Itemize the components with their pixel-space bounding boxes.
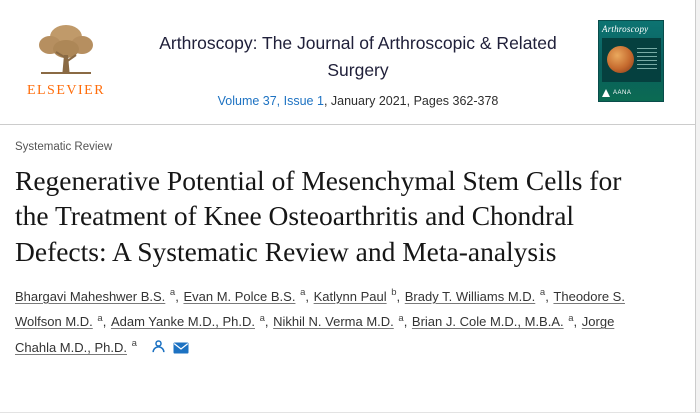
author-separator: , — [305, 288, 313, 304]
article-title: Regenerative Potential of Mesenchymal St… — [15, 165, 622, 267]
journal-heading-block: Arthroscopy: The Journal of Arthroscopic… — [118, 20, 598, 108]
author-name: Adam Yanke M.D., Ph.D. — [110, 314, 255, 330]
author-actions — [147, 339, 190, 355]
elsevier-wordmark: ELSEVIER — [26, 83, 106, 98]
person-icon[interactable] — [151, 339, 166, 354]
volume-issue-link[interactable]: Volume 37, Issue 1 — [217, 94, 324, 109]
author-affiliation-sup: a — [259, 312, 265, 324]
author-name: Bhargavi Maheshwer B.S. — [15, 288, 166, 304]
journal-title[interactable]: Arthroscopy: The Journal of Arthroscopic… — [159, 33, 557, 81]
author-link[interactable]: Brian J. Cole M.D., M.B.A. a, — [411, 312, 582, 330]
elsevier-logo[interactable]: ELSEVIER — [14, 20, 118, 99]
author-name: Katlynn Paul — [313, 288, 387, 304]
author-affiliation-sup: a — [398, 312, 404, 324]
author-link[interactable]: Brady T. Williams M.D. a, — [404, 287, 554, 304]
author-link[interactable]: Katlynn Paul b, — [313, 287, 405, 304]
aana-logo-icon — [602, 89, 610, 97]
article-content: Systematic Review Regenerative Potential… — [0, 125, 700, 360]
author-separator: , — [573, 314, 581, 330]
author-link[interactable]: Jorge Chahla M.D., Ph.D. a — [15, 314, 614, 354]
window-scrollbar-gutter[interactable] — [695, 0, 700, 413]
author-name: Theodore S. Wolfson M.D. — [15, 288, 625, 330]
author-name: Evan M. Polce B.S. — [183, 288, 296, 304]
author-affiliation-sup: a — [97, 312, 103, 324]
article-category: Systematic Review — [15, 141, 113, 154]
cover-photo — [607, 46, 634, 73]
author-link[interactable]: Nikhil N. Verma M.D. a, — [273, 312, 412, 330]
author-separator: , — [102, 314, 110, 330]
cover-publisher: AANA — [602, 87, 661, 99]
cover-block: Arthroscopy AANA — [598, 20, 668, 102]
header-divider — [0, 124, 700, 126]
envelope-icon[interactable] — [173, 342, 189, 354]
author-link[interactable]: Theodore S. Wolfson M.D. a, — [15, 289, 625, 329]
author-affiliation-sup: a — [539, 287, 546, 299]
author-name: Brian J. Cole M.D., M.B.A. — [411, 314, 564, 330]
author-link[interactable]: Adam Yanke M.D., Ph.D. a, — [110, 312, 273, 330]
author-separator: , — [264, 314, 273, 330]
elsevier-tree-icon — [39, 25, 93, 74]
author-affiliation-sup: b — [391, 287, 397, 299]
author-affiliation-sup: a — [300, 287, 306, 299]
cover-art — [602, 38, 661, 82]
author-separator: , — [403, 314, 411, 330]
author-separator: , — [545, 288, 553, 304]
issue-line: Volume 37, Issue 1, January 2021, Pages … — [118, 94, 598, 108]
author-affiliation-sup: a — [568, 312, 574, 324]
journal-cover[interactable]: Arthroscopy AANA — [598, 20, 664, 102]
author-link[interactable]: Evan M. Polce B.S. a, — [183, 287, 313, 304]
author-affiliation-sup: a — [131, 338, 137, 350]
author-name: Nikhil N. Verma M.D. — [273, 314, 394, 330]
author-separator: , — [175, 288, 183, 304]
journal-banner: ELSEVIER Arthroscopy: The Journal of Art… — [0, 0, 700, 108]
author-separator: , — [396, 288, 404, 304]
aana-label: AANA — [613, 90, 632, 96]
author-list: Bhargavi Maheshwer B.S. a, Evan M. Polce… — [15, 284, 658, 360]
author-name: Jorge Chahla M.D., Ph.D. — [15, 314, 615, 355]
issue-dates: , January 2021, Pages 362-378 — [323, 94, 499, 109]
author-affiliation-sup: a — [169, 287, 176, 299]
author-link[interactable]: Bhargavi Maheshwer B.S. a, — [15, 287, 183, 304]
cover-title: Arthroscopy — [602, 24, 649, 34]
cover-text-lines — [637, 48, 657, 70]
author-name: Brady T. Williams M.D. — [404, 288, 536, 304]
